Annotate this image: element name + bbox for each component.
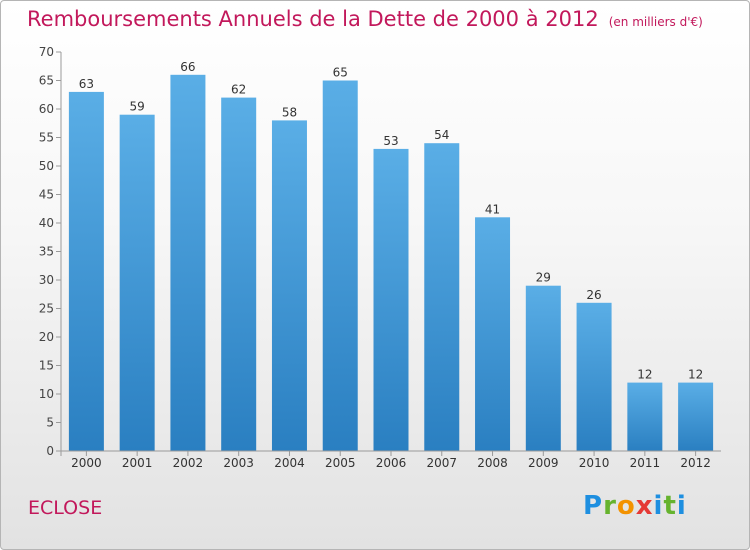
bar-value-label: 12 [688, 368, 703, 382]
bar-2004 [271, 120, 307, 452]
y-tick-label: 65 [39, 74, 54, 88]
bars-group: 63 59 66 62 58 65 53 54 41 29 26 12 12 [68, 60, 714, 452]
bar-2012 [678, 382, 714, 451]
bar-2007 [424, 143, 460, 451]
x-tick-label: 2009 [528, 456, 559, 470]
x-tick-label: 2000 [71, 456, 102, 470]
bar-value-label: 26 [586, 288, 601, 302]
y-tick-label: 50 [39, 159, 54, 173]
x-tick-label: 2002 [173, 456, 204, 470]
bar-value-label: 62 [231, 83, 246, 97]
bar-value-label: 58 [282, 105, 297, 119]
y-tick-label: 10 [39, 387, 54, 401]
bar-value-label: 63 [79, 77, 94, 91]
y-tick-label: 20 [39, 330, 54, 344]
x-tick-label: 2008 [477, 456, 508, 470]
bar-2011 [627, 382, 663, 451]
bar-value-label: 59 [130, 100, 145, 114]
bar-value-label: 54 [434, 128, 449, 142]
bar-value-label: 41 [485, 202, 500, 216]
proxiti-logo[interactable]: Proxiti [583, 491, 687, 521]
y-axis: 0 5 10 15 20 25 30 35 40 45 50 55 60 65 70 [39, 45, 62, 458]
bar-2003 [221, 97, 257, 451]
bar-value-label: 65 [333, 66, 348, 80]
y-tick-label: 15 [39, 359, 54, 373]
x-tick-label: 2004 [274, 456, 305, 470]
chart-title: Remboursements Annuels de la Dette de 20… [27, 7, 703, 31]
bar-2009 [525, 285, 561, 451]
bar-2008 [475, 217, 511, 451]
x-tick-label: 2010 [579, 456, 610, 470]
bar-2002 [170, 74, 206, 452]
y-tick-label: 55 [39, 131, 54, 145]
chart-title-text: Remboursements Annuels de la Dette de 20… [27, 7, 599, 31]
y-tick-label: 35 [39, 245, 54, 259]
y-tick-label: 40 [39, 216, 54, 230]
y-tick-label: 25 [39, 302, 54, 316]
chart-subtitle: (en milliers d'€) [608, 15, 703, 29]
x-tick-label: 2001 [122, 456, 153, 470]
bar-value-label: 53 [383, 134, 398, 148]
bar-2006 [373, 148, 409, 451]
y-tick-label: 0 [46, 444, 54, 458]
bar-2005 [322, 80, 358, 451]
x-tick-label: 2006 [376, 456, 407, 470]
x-axis: 2000 2001 2002 2003 2004 2005 2006 2007 2008 2009… [61, 450, 721, 470]
x-tick-label: 2003 [223, 456, 254, 470]
y-tick-label: 60 [39, 102, 54, 116]
y-tick-label: 5 [46, 416, 54, 430]
bar-2000 [68, 91, 104, 452]
x-tick-label: 2005 [325, 456, 356, 470]
y-tick-label: 30 [39, 273, 54, 287]
bar-2001 [119, 114, 155, 451]
bar-2010 [576, 302, 612, 451]
bar-value-label: 29 [536, 271, 551, 285]
y-tick-label: 45 [39, 188, 54, 202]
bar-value-label: 66 [180, 60, 195, 74]
y-tick-label: 70 [39, 45, 54, 59]
bar-value-label: 12 [637, 368, 652, 382]
x-tick-label: 2012 [680, 456, 711, 470]
x-tick-label: 2007 [426, 456, 457, 470]
commune-name: ECLOSE [28, 497, 103, 519]
x-tick-label: 2011 [630, 456, 661, 470]
